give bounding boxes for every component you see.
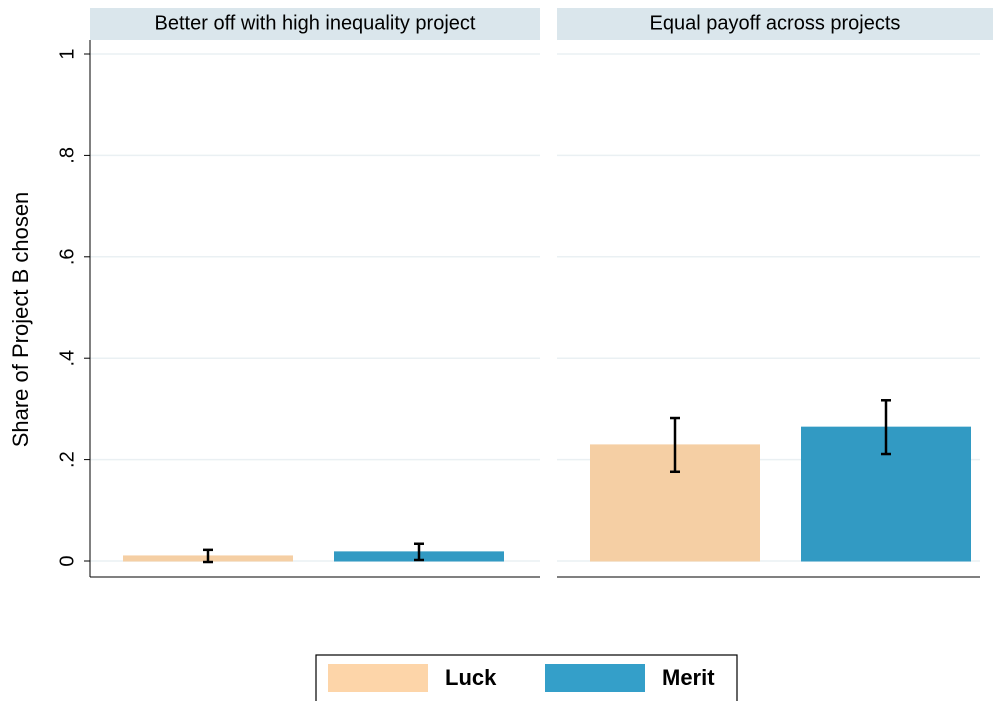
legend-label: Merit [662, 665, 715, 690]
y-axis-label: Share of Project B chosen [8, 192, 33, 448]
panel-title: Equal payoff across projects [650, 12, 901, 34]
y-tick-label: 1 [56, 48, 78, 59]
legend-label: Luck [445, 665, 497, 690]
panel-strip [90, 8, 540, 40]
y-tick-label: .8 [56, 147, 78, 164]
y-tick-label: .2 [56, 451, 78, 468]
legend-swatch [545, 664, 645, 692]
y-tick-label: 0 [56, 555, 78, 566]
y-tick-label: .4 [56, 350, 78, 367]
panel-title: Better off with high inequality project [155, 12, 476, 34]
legend-swatch [328, 664, 428, 692]
y-tick-label: .6 [56, 248, 78, 265]
panel-strip [557, 8, 993, 40]
